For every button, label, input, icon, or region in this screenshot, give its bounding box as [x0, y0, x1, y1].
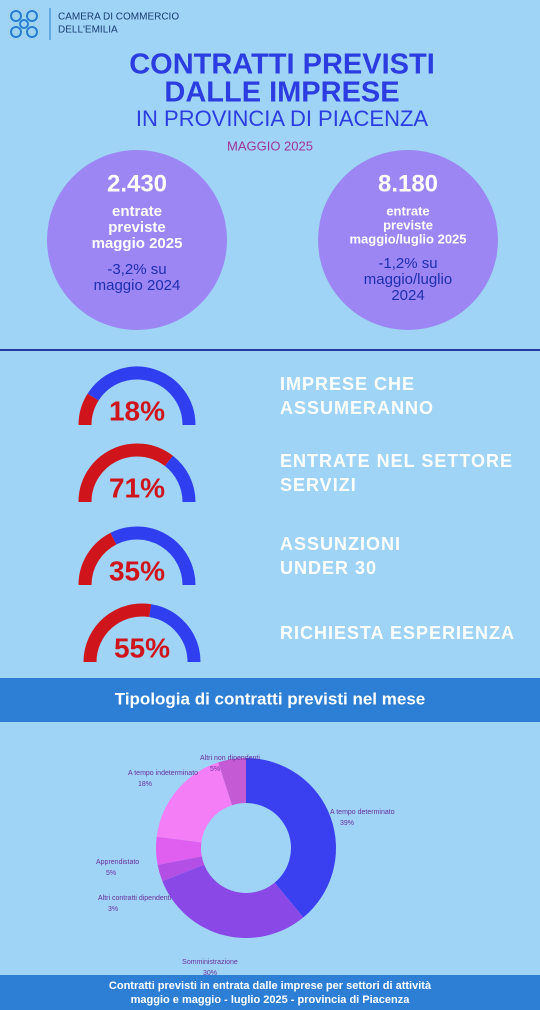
- stat-text: maggio 2025: [92, 235, 183, 252]
- gauge-rest: [164, 455, 196, 503]
- slice-value: 5%: [210, 766, 220, 773]
- org-name: CAMERA DI COMMERCIO: [58, 12, 179, 23]
- stat-text: maggio/luglio 2025: [349, 231, 466, 246]
- slice-label: Altri non dipendenti: [200, 755, 260, 762]
- slice-value: 5%: [106, 870, 116, 877]
- gauge-value: [78, 532, 117, 586]
- gauge-value: [78, 393, 99, 426]
- slice-value: 3%: [108, 906, 118, 913]
- stat-text: previste: [108, 219, 166, 236]
- period: MAGGIO 2025: [227, 138, 313, 153]
- logo: [10, 10, 38, 38]
- footer: Contratti previsti in entrata dalle impr…: [109, 980, 432, 992]
- footer: maggio e maggio - luglio 2025 - provinci…: [131, 994, 411, 1006]
- gauge-text: UNDER 30: [280, 558, 377, 578]
- org-name: DELL'EMILIA: [58, 25, 118, 36]
- slice-label: Altri contratti dipendenti: [98, 895, 172, 902]
- stat-change: -1,2% su: [378, 255, 437, 272]
- stat-text: previste: [383, 217, 433, 232]
- stat-text: entrate: [112, 203, 162, 220]
- gauge-rest: [148, 604, 201, 663]
- gauge-label: 55%: [114, 632, 170, 663]
- footer-band: [0, 975, 540, 1010]
- slice-value: 39%: [340, 820, 354, 827]
- slice-label: A tempo determinato: [330, 809, 395, 816]
- gauge-rest: [87, 366, 196, 426]
- stat-value: 2.430: [107, 170, 167, 197]
- title: CONTRATTI PREVISTI: [129, 49, 435, 81]
- donut-slice: [157, 856, 205, 882]
- gauge-label: 71%: [109, 472, 165, 503]
- gauge-value: [83, 603, 152, 663]
- slice-value: 30%: [203, 970, 217, 977]
- donut-slice: [156, 762, 233, 843]
- donut-slice: [162, 864, 304, 938]
- slice-value: 18%: [138, 781, 152, 788]
- section-banner: [0, 678, 540, 722]
- donut-slice: [246, 758, 337, 918]
- gauge-text: IMPRESE CHE: [280, 374, 415, 394]
- subtitle: IN PROVINCIA DI PIACENZA: [136, 106, 428, 131]
- stat-text: entrate: [386, 203, 429, 218]
- gauge-text: ENTRATE NEL SETTORE: [280, 451, 513, 471]
- donut-slice: [218, 758, 246, 806]
- slice-label: A tempo indeterminato: [128, 770, 198, 777]
- stat-value: 8.180: [378, 170, 438, 197]
- gauge-text: ASSUNZIONI: [280, 534, 401, 554]
- gauge-text: SERVIZI: [280, 475, 357, 495]
- stat-change: maggio 2024: [94, 277, 181, 294]
- chart-title: Tipologia di contratti previsti nel mese: [115, 689, 425, 708]
- gauge-label: 18%: [109, 395, 165, 426]
- gauge-label: 35%: [109, 555, 165, 586]
- stat-change: 2024: [391, 287, 424, 304]
- stat-circle: [47, 150, 227, 330]
- gauge-rest: [110, 526, 196, 586]
- donut-slice: [156, 836, 202, 865]
- stat-circle: [318, 150, 498, 330]
- stat-change: -3,2% su: [107, 261, 166, 278]
- gauge-text: RICHIESTA ESPERIENZA: [280, 623, 515, 643]
- slice-label: Apprendistato: [96, 859, 139, 866]
- title: DALLE IMPRESE: [164, 77, 399, 109]
- stat-change: maggio/luglio: [364, 271, 452, 288]
- gauge-value: [78, 443, 173, 503]
- gauge-text: ASSUMERANNO: [280, 398, 434, 418]
- slice-label: Somministrazione: [182, 959, 238, 966]
